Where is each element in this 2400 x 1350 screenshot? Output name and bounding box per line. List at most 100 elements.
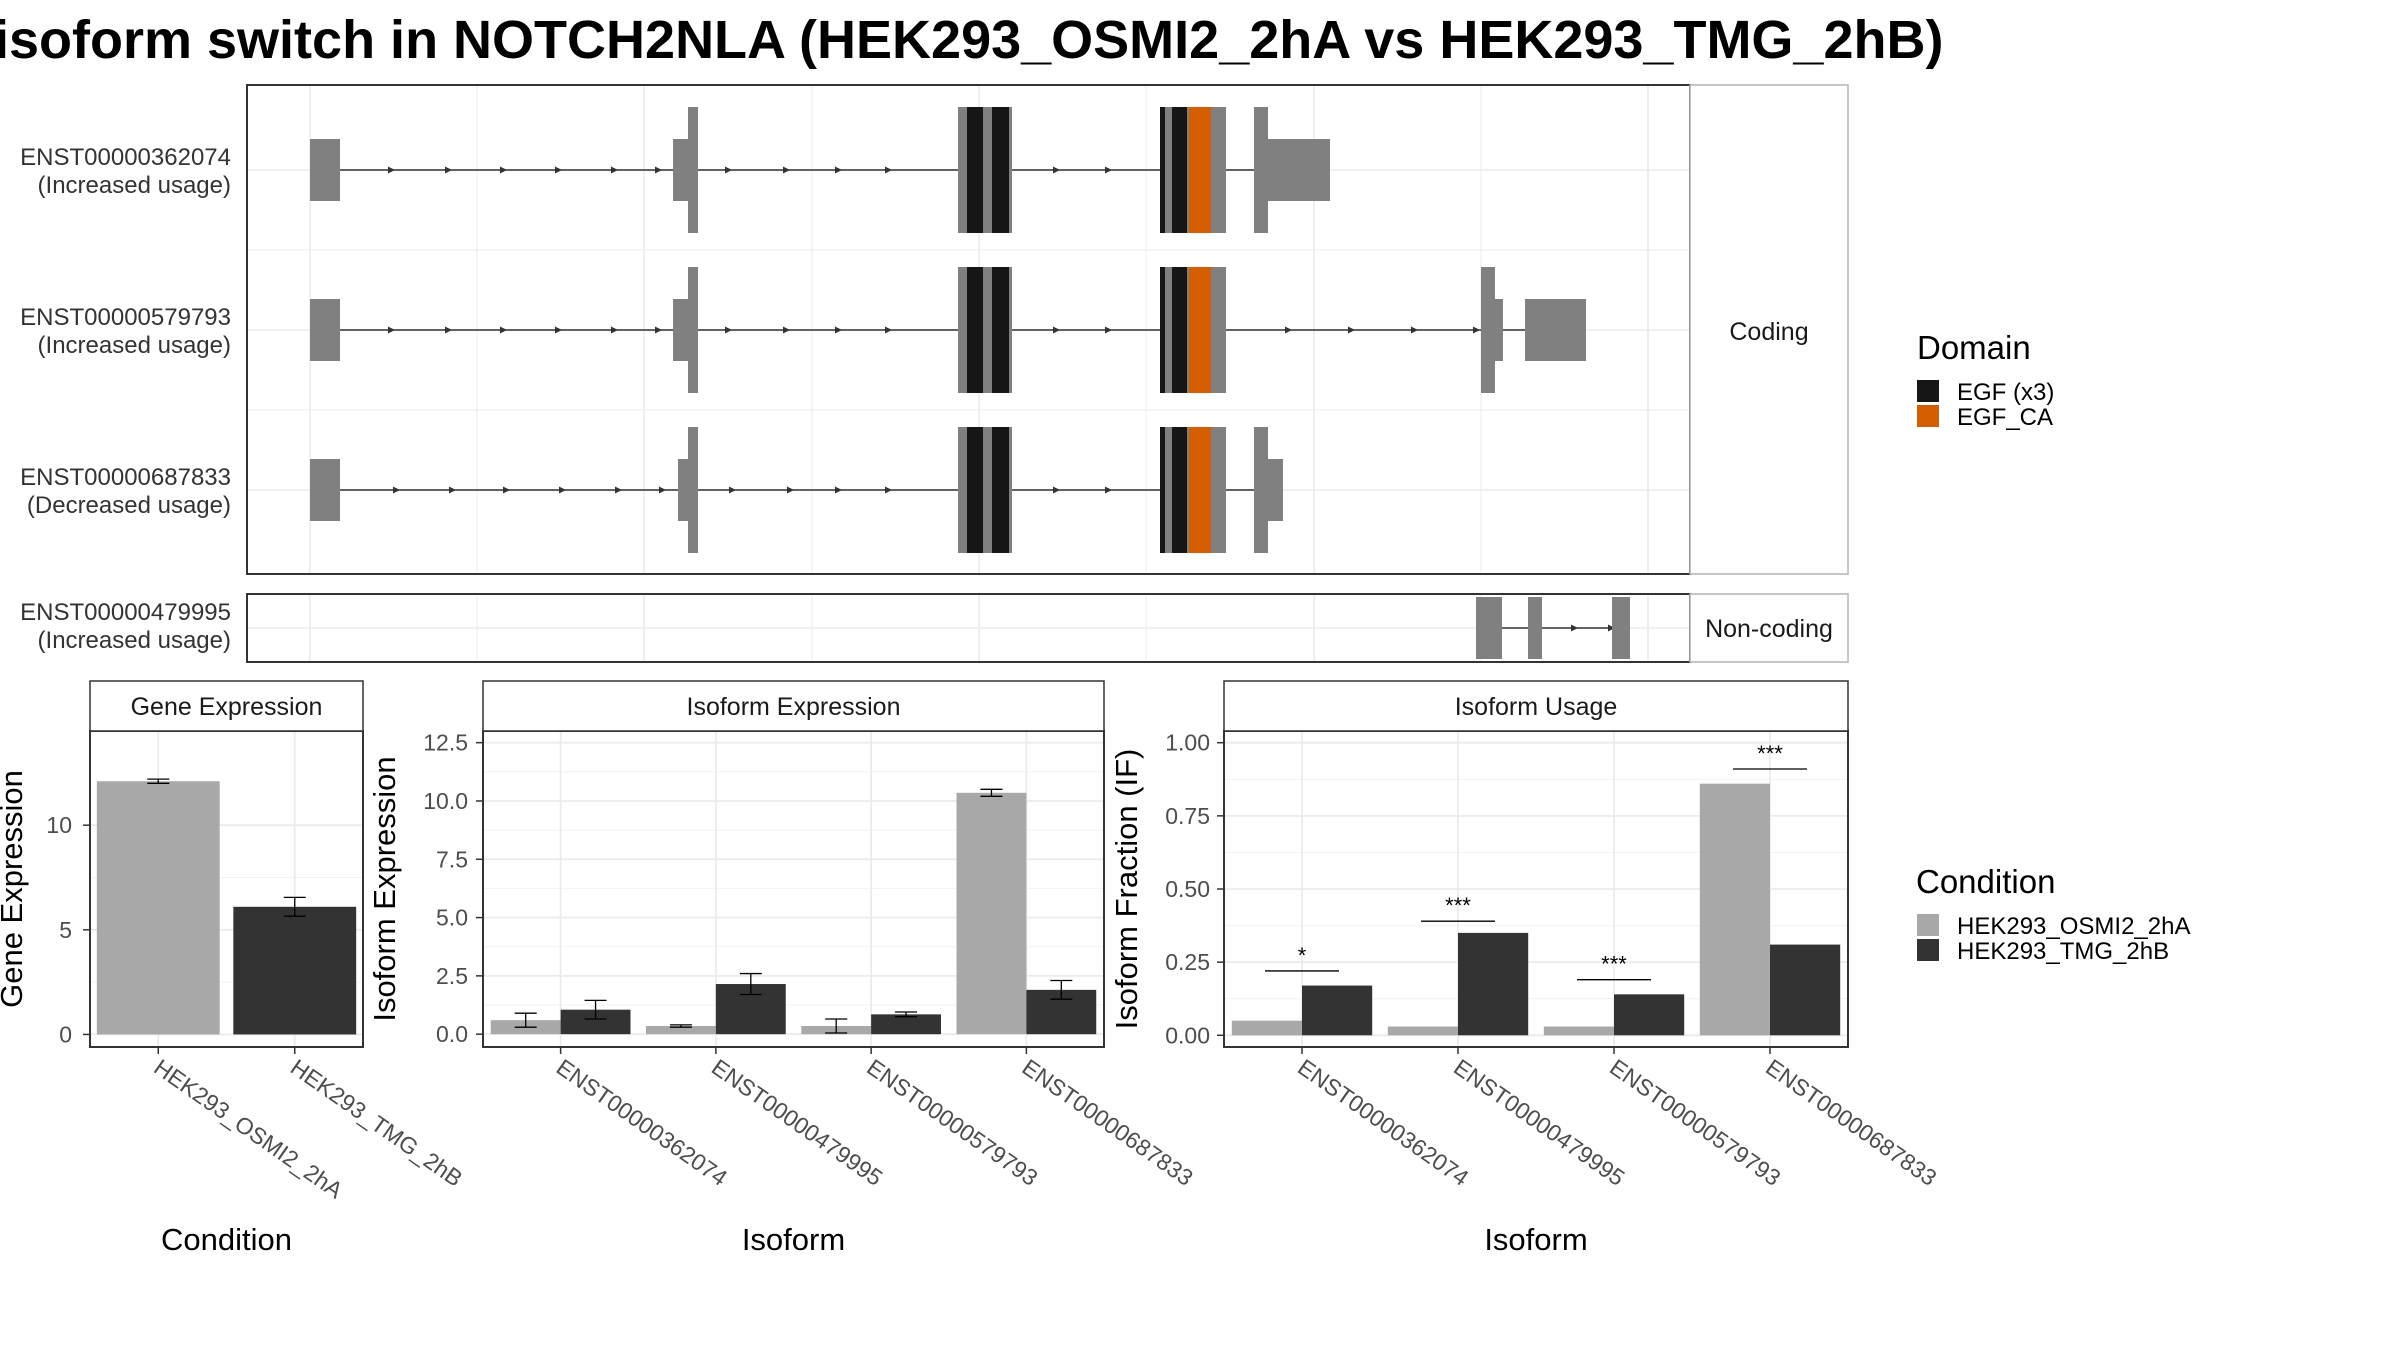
- domain-legend-title: Domain: [1917, 329, 2031, 366]
- strand-arrow: [1105, 486, 1112, 494]
- significance-label: ***: [1445, 893, 1471, 918]
- exon: [310, 139, 340, 201]
- strand-arrow: [388, 326, 395, 334]
- chart-panel: 0.000.250.500.751.00**********Isoform Us…: [1109, 680, 1942, 1257]
- strand-arrow: [503, 486, 510, 494]
- domain-egf: [967, 427, 983, 553]
- exon: [1481, 267, 1495, 393]
- y-tick-label: 2.5: [436, 963, 468, 989]
- x-axis-title: Isoform: [1484, 1222, 1587, 1257]
- strand-arrow: [1053, 326, 1060, 334]
- domain-egf-ca: [1189, 427, 1211, 553]
- panel-strip: [89, 680, 364, 732]
- isoform-usage-label: (Increased usage): [38, 172, 231, 199]
- domain-egf: [967, 107, 983, 233]
- legend-label-condition-b: HEK293_TMG_2hB: [1957, 938, 2169, 965]
- strand-arrow: [1053, 166, 1060, 174]
- domain-egf: [967, 267, 983, 393]
- x-axis-title: Isoform: [742, 1222, 845, 1257]
- legend-key-condition-a: [1917, 914, 1939, 936]
- domain-egf: [1160, 427, 1165, 553]
- y-axis-title: Isoform Fraction (IF): [1109, 749, 1144, 1030]
- y-tick-label: 0.50: [1165, 876, 1210, 902]
- strand-arrow: [555, 166, 562, 174]
- exon: [310, 459, 340, 521]
- legend-key-egf-ca: [1917, 405, 1939, 427]
- domain-egf: [992, 427, 1009, 553]
- strand-arrow: [729, 486, 736, 494]
- isoform-usage-label: (Decreased usage): [27, 492, 231, 519]
- bar: [646, 1026, 716, 1035]
- isoform-structure-panel: Coding Non-coding ENST00000362074 (Incre…: [20, 84, 1849, 663]
- bar: [1302, 985, 1373, 1036]
- x-tick-label: ENST00000687833: [1761, 1054, 1941, 1191]
- strand-arrow: [787, 486, 794, 494]
- exon: [673, 139, 688, 201]
- domain-egf: [992, 107, 1009, 233]
- strand-arrow: [1053, 486, 1060, 494]
- exon: [688, 267, 698, 393]
- panel-title: Isoform Usage: [1455, 693, 1618, 721]
- legend-label-egf-ca: EGF_CA: [1957, 404, 2053, 431]
- facet-label-noncoding: Non-coding: [1705, 615, 1833, 643]
- x-tick-label: ENST00000579793: [1605, 1054, 1785, 1191]
- condition-legend: Condition HEK293_OSMI2_2hA HEK293_TMG_2h…: [1916, 863, 2190, 965]
- strand-arrow: [655, 326, 662, 334]
- bar: [1543, 1026, 1614, 1036]
- bar: [1387, 1026, 1458, 1036]
- y-tick-label: 0.00: [1165, 1022, 1210, 1048]
- exon: [1268, 459, 1283, 521]
- bar: [1699, 783, 1770, 1036]
- panel-title: Gene Expression: [131, 693, 323, 721]
- y-tick-label: 5: [59, 917, 72, 943]
- strand-arrow: [611, 166, 618, 174]
- isoform-id-label: ENST00000687833: [20, 464, 231, 491]
- strand-arrow: [445, 166, 452, 174]
- isoform-id-label: ENST00000579793: [20, 304, 231, 331]
- x-tick-label: ENST00000362074: [552, 1054, 733, 1191]
- y-tick-label: 7.5: [436, 846, 468, 872]
- panel-title: Isoform Expression: [687, 693, 901, 721]
- domain-egf: [1160, 267, 1165, 393]
- domain-egf: [992, 267, 1009, 393]
- strand-arrow: [500, 166, 507, 174]
- strand-arrow: [655, 166, 662, 174]
- y-axis-title: Gene Expression: [0, 770, 29, 1008]
- isoform-id-label: ENST00000362074: [20, 144, 231, 171]
- condition-legend-title: Condition: [1916, 863, 2055, 900]
- strand-arrow: [500, 326, 507, 334]
- y-tick-label: 0.0: [436, 1021, 468, 1047]
- exon: [688, 427, 698, 553]
- y-tick-label: 10: [46, 812, 72, 838]
- legend-label-condition-a: HEK293_OSMI2_2hA: [1957, 913, 2190, 940]
- facet-label-coding: Coding: [1729, 318, 1808, 346]
- strand-arrow: [783, 326, 790, 334]
- strand-arrow: [885, 166, 892, 174]
- strand-arrow: [445, 326, 452, 334]
- domain-egf: [1172, 267, 1187, 393]
- y-tick-label: 5.0: [436, 905, 468, 931]
- exon: [688, 107, 698, 233]
- y-tick-label: 0.25: [1165, 949, 1210, 975]
- bar: [233, 906, 357, 1035]
- exon: [310, 299, 340, 361]
- panel-strip: [1223, 680, 1849, 732]
- x-tick-label: ENST00000479995: [1449, 1054, 1629, 1191]
- legend-key-condition-b: [1917, 939, 1939, 961]
- strand-arrow: [388, 166, 395, 174]
- exon: [1254, 107, 1268, 233]
- y-tick-label: 12.5: [423, 730, 468, 756]
- strand-arrow: [1285, 326, 1292, 334]
- strand-arrow: [783, 166, 790, 174]
- domain-egf: [1160, 107, 1165, 233]
- exon: [1528, 597, 1542, 659]
- significance-label: *: [1298, 943, 1307, 968]
- strand-arrow: [835, 166, 842, 174]
- strand-arrow: [615, 486, 622, 494]
- strand-arrow: [1608, 624, 1615, 632]
- exon: [1476, 597, 1502, 659]
- strand-arrow: [1105, 326, 1112, 334]
- strand-arrow: [835, 486, 842, 494]
- x-tick-label: ENST00000362074: [1293, 1054, 1474, 1191]
